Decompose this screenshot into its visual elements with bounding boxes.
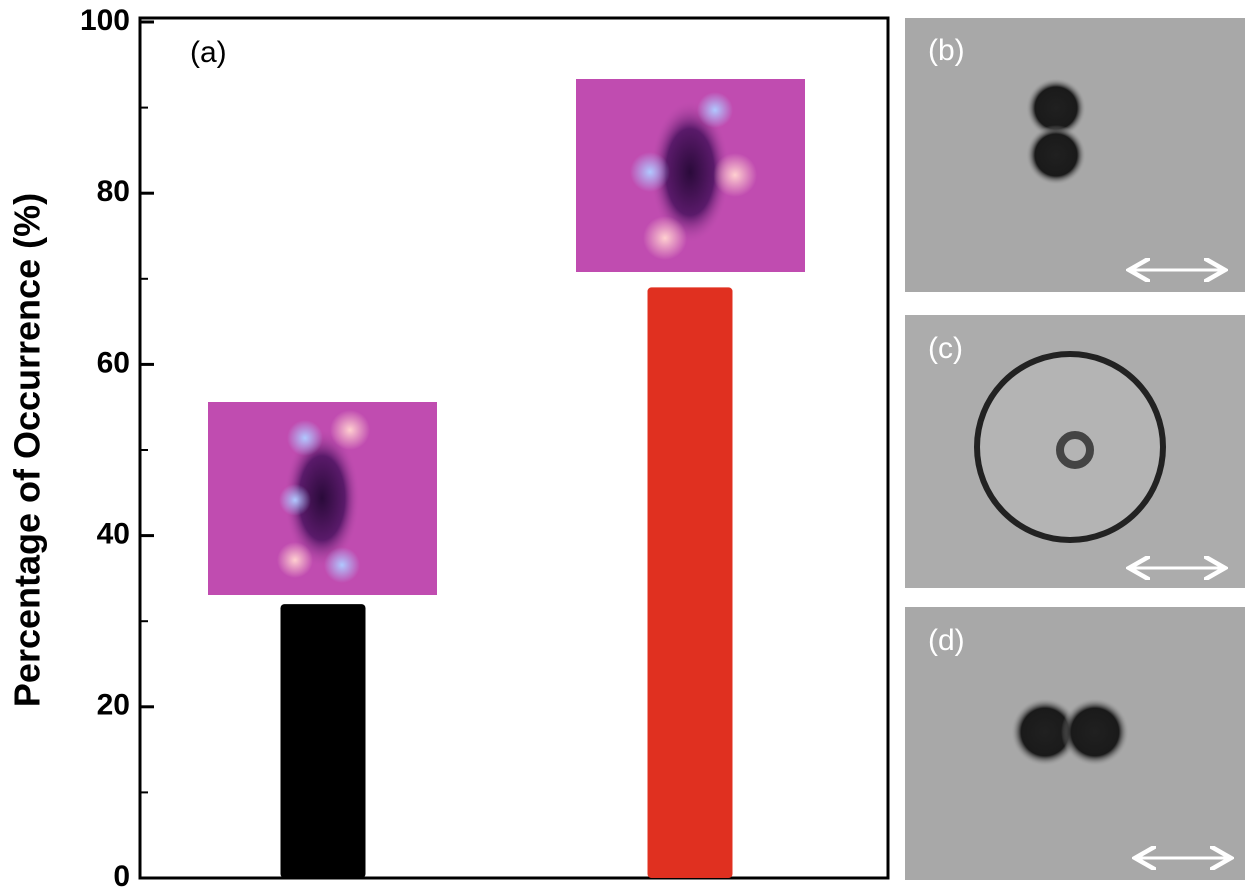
micrograph <box>905 18 1245 292</box>
inset-image <box>576 79 805 272</box>
y-axis-label: Percentage of Occurrence (%) <box>7 193 48 707</box>
bar <box>647 287 733 878</box>
panel-label: (d) <box>928 624 965 657</box>
plot-frame <box>138 16 890 880</box>
panel-label: (a) <box>190 36 227 69</box>
bar <box>280 604 366 878</box>
y-tick-label: 60 <box>97 346 130 379</box>
panel-label: (c) <box>928 332 963 365</box>
micrograph <box>905 315 1245 588</box>
inset-image <box>208 402 437 595</box>
y-tick-label: 80 <box>97 175 130 208</box>
y-tick-label: 20 <box>97 689 130 722</box>
panel-label: (b) <box>928 34 965 67</box>
y-tick-label: 40 <box>97 518 130 551</box>
y-tick-label: 0 <box>113 860 130 893</box>
micrograph <box>905 607 1245 880</box>
y-tick-label: 100 <box>80 4 130 37</box>
